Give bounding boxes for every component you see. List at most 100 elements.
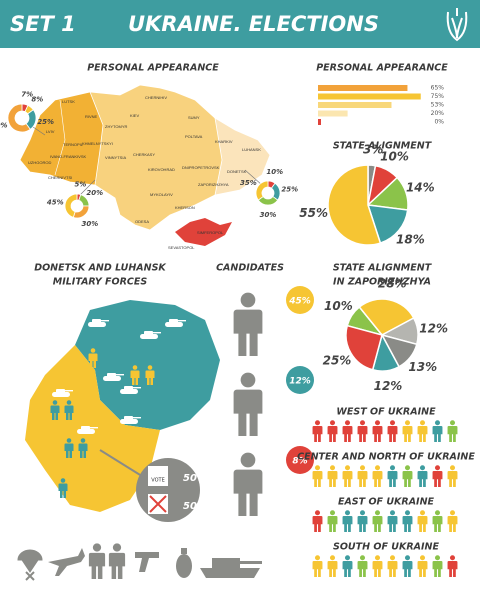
voter-icon: [447, 555, 458, 577]
city-label: DONETSK: [227, 169, 247, 174]
bar-label: 0%: [434, 119, 444, 126]
city-label: KHERSON: [175, 205, 195, 210]
pie-slice: [255, 180, 269, 201]
pie-slice: [345, 324, 383, 371]
vote-marker: [179, 503, 183, 507]
voter-icon: [342, 555, 353, 577]
voter-icon: [357, 420, 368, 442]
slice-label: 28%: [378, 277, 407, 291]
slice-label: 5%: [74, 180, 86, 188]
slice-label: 45%: [47, 199, 64, 207]
voter-icon: [417, 420, 428, 442]
slice-label: 8%: [31, 96, 43, 104]
city-label: LVIV: [46, 129, 55, 134]
city-label: VINNYTSIA: [105, 155, 126, 160]
voter-icon: [432, 555, 443, 577]
voter-icon: [432, 510, 443, 532]
city-label: CHERKASY: [133, 152, 155, 157]
voter-icon: [417, 465, 428, 487]
city-label: ZAPORIZHZHYA: [198, 182, 229, 187]
section-title: STATE ALIGNMENT: [333, 141, 433, 152]
header-bar: [0, 0, 480, 48]
city-label: SUMY: [188, 115, 200, 120]
region-title: WEST OF UKRAINE: [336, 407, 436, 418]
pie-slice: [327, 164, 382, 246]
voter-icon: [312, 555, 323, 577]
city-label: UZHGOROD: [28, 160, 51, 165]
city-label: RIVNE: [85, 114, 98, 119]
bar-label: 53%: [431, 102, 445, 109]
city-label: LUTSK: [62, 99, 75, 104]
voter-icon: [447, 420, 458, 442]
slice-label: 18%: [396, 233, 425, 247]
candidate-badge: [286, 446, 314, 474]
bar-label: 75%: [431, 93, 445, 100]
slice-label: 25%: [323, 354, 352, 368]
voter-icon: [327, 420, 338, 442]
slice-label: 10%: [324, 299, 353, 313]
vote-label: 50%: [183, 473, 207, 484]
region-title: EAST OF UKRAINE: [338, 497, 435, 508]
candidate-value: 45%: [288, 297, 311, 307]
slice-label: 30%: [260, 211, 277, 219]
vote-label: VOTE: [151, 478, 164, 484]
slice-label: 12%: [419, 322, 448, 336]
city-label: KIEV: [130, 113, 139, 118]
city-label: LUHANSK: [242, 147, 261, 152]
bar: [318, 102, 392, 108]
slice-label: 7%: [21, 91, 33, 99]
city-label: IVANO-FRANKIVSK: [50, 154, 86, 159]
slice-label: 3%: [363, 143, 383, 157]
section-title: IN ZAPORIZHZHYA: [333, 277, 431, 288]
city-label: TERNOPIL: [63, 142, 84, 147]
voter-icon: [432, 465, 443, 487]
city-label: ZHYTOMYR: [105, 124, 127, 129]
slice-label: 25%: [281, 186, 298, 194]
section-title: STATE ALIGNMENT: [333, 263, 433, 274]
voter-icon: [342, 420, 353, 442]
slice-label: 14%: [406, 181, 435, 195]
pie-slice: [358, 298, 415, 336]
slice-label: 13%: [408, 360, 437, 374]
bar: [318, 93, 421, 100]
slice-label: 60%: [0, 121, 8, 129]
city-label: SIMFEROPOL: [197, 230, 224, 235]
section-title: DONETSK AND LUHANSK: [34, 263, 166, 274]
voter-icon: [312, 465, 323, 487]
city-label: KIROVOHRAD: [148, 167, 175, 172]
candidate-icon: [233, 452, 263, 516]
region-title: CENTER AND NORTH OF UKRAINE: [297, 452, 475, 463]
slice-label: 10%: [380, 149, 409, 163]
trident-icon: [446, 8, 468, 42]
voter-icon: [342, 510, 353, 532]
bar: [318, 119, 321, 125]
candidate-value: 12%: [289, 377, 311, 387]
bar: [318, 110, 348, 117]
vote-marker: [179, 475, 183, 479]
ukraine-map: [19, 84, 271, 246]
slice-label: 20%: [86, 189, 103, 197]
voter-icon: [357, 465, 368, 487]
city-label: SEVASTOPOL: [168, 245, 195, 250]
voter-icon: [387, 420, 398, 442]
slice-label: 10%: [266, 168, 283, 176]
voter-icon: [387, 555, 398, 577]
voter-icon: [372, 555, 383, 577]
voter-icon: [327, 510, 338, 532]
voter-icon: [402, 510, 413, 532]
voter-icon: [372, 420, 383, 442]
voter-icon: [402, 465, 413, 487]
candidate-badge: [286, 366, 314, 394]
bar-label: 65%: [431, 85, 445, 92]
voter-icon: [312, 420, 323, 442]
set-label: SET 1: [10, 12, 76, 36]
city-label: KHMELNYTSKYI: [82, 141, 113, 146]
slice-label: 25%: [37, 118, 54, 126]
voter-icon: [402, 420, 413, 442]
city-label: POLTAVA: [185, 134, 203, 139]
voter-icon: [387, 510, 398, 532]
voter-icon: [312, 510, 323, 532]
city-label: CHERNIHIV: [145, 95, 167, 100]
